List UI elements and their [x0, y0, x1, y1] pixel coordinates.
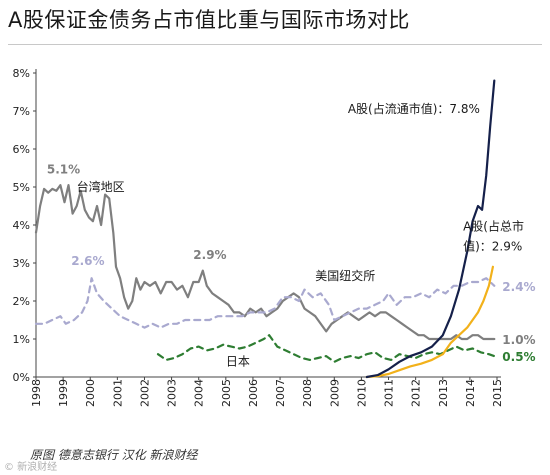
y-tick-label: 3% — [13, 257, 30, 270]
x-tick-label: 2013 — [437, 379, 450, 407]
x-tick-label: 2002 — [138, 379, 151, 407]
chart-annotation: 美国纽交所 — [315, 268, 375, 283]
x-tick-label: 2011 — [383, 379, 396, 407]
chart-annotation: 2.9% — [193, 248, 226, 262]
x-tick-label: 2007 — [274, 379, 287, 407]
chart-annotation: 台湾地区 — [77, 179, 125, 194]
x-tick-label: 2006 — [247, 379, 260, 407]
series-line-1 — [34, 277, 496, 329]
y-tick-label: 6% — [13, 143, 30, 156]
y-tick-label: 8% — [13, 67, 30, 80]
x-tick-label: 2000 — [84, 379, 97, 407]
y-tick-label: 7% — [13, 105, 30, 118]
series-end-label: 0.5% — [502, 350, 535, 364]
y-tick-label: 1% — [13, 333, 30, 346]
page-title: A股保证金债务占市值比重与国际市场对比 — [8, 8, 410, 32]
chart-annotation: A股(占流通市值)：7.8% — [348, 101, 480, 116]
watermark-logo: © 新浪财经 — [4, 462, 58, 473]
chart-annotation: 值)：2.9% — [463, 239, 522, 254]
y-tick-label: 2% — [13, 295, 30, 308]
x-tick-label: 1998 — [30, 379, 43, 407]
x-tick-label: 2008 — [301, 379, 314, 407]
x-tick-label: 2009 — [328, 379, 341, 407]
x-tick-label: 2012 — [410, 379, 423, 407]
chart-annotation: 2.6% — [71, 254, 104, 268]
y-tick-label: 4% — [13, 219, 30, 232]
series-line-2 — [156, 334, 496, 363]
x-tick-label: 2003 — [166, 379, 179, 407]
chart-annotation: 日本 — [226, 355, 250, 369]
series-end-label: 2.4% — [502, 280, 535, 294]
y-tick-label: 0% — [13, 371, 30, 384]
series-end-label: 1.0% — [502, 333, 535, 347]
chart-annotation: A股(占总市 — [463, 219, 524, 234]
x-tick-label: 2004 — [193, 379, 206, 407]
series-line-0 — [34, 184, 496, 341]
chart-source-note: 原图 德意志银行 汉化 新浪财经 — [30, 448, 198, 462]
series-line-4 — [365, 79, 496, 379]
x-tick-label: 2014 — [464, 379, 477, 407]
series-line-3 — [365, 265, 494, 379]
x-tick-label: 2015 — [491, 379, 504, 407]
x-tick-label: 1999 — [57, 379, 70, 407]
x-tick-label: 2005 — [220, 379, 233, 407]
x-tick-label: 2010 — [355, 379, 368, 407]
y-tick-label: 5% — [13, 181, 30, 194]
chart-annotation: 5.1% — [47, 163, 80, 177]
x-tick-label: 2001 — [111, 379, 124, 407]
title-divider — [8, 44, 542, 45]
